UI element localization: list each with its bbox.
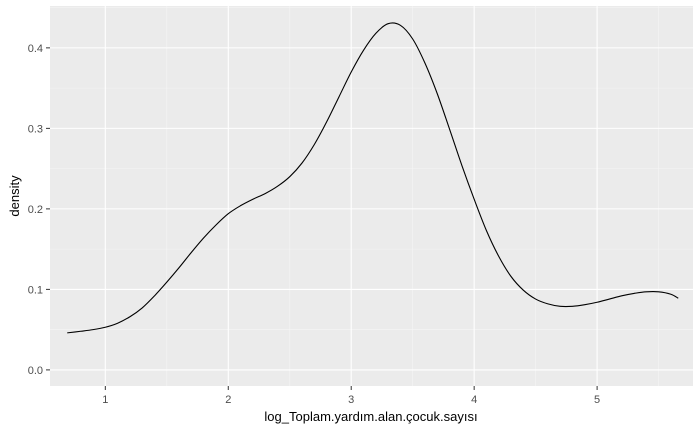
x-tick-label: 3 — [348, 394, 354, 406]
x-tick-label: 5 — [594, 394, 600, 406]
axis-ticks — [46, 47, 598, 390]
y-tick-label: 0.0 — [28, 365, 43, 377]
y-tick-label: 0.3 — [28, 123, 43, 135]
y-tick-label: 0.4 — [28, 43, 43, 55]
x-tick-label: 1 — [102, 394, 108, 406]
y-tick-label: 0.2 — [28, 204, 43, 216]
x-tick-label: 2 — [225, 394, 231, 406]
x-axis-title: log_Toplam.yardım.alan.çocuk.sayısı — [264, 409, 477, 424]
plot-panel — [50, 6, 693, 386]
density-curve — [67, 22, 679, 334]
y-tick-label: 0.1 — [28, 284, 43, 296]
y-axis-title: density — [7, 175, 22, 217]
axis-tick-labels: 1 2 3 4 5 0.0 0.1 0.2 0.3 0.4 — [28, 43, 600, 406]
major-gridlines — [50, 6, 693, 386]
minor-gridlines — [50, 6, 693, 386]
x-tick-label: 4 — [471, 394, 477, 406]
